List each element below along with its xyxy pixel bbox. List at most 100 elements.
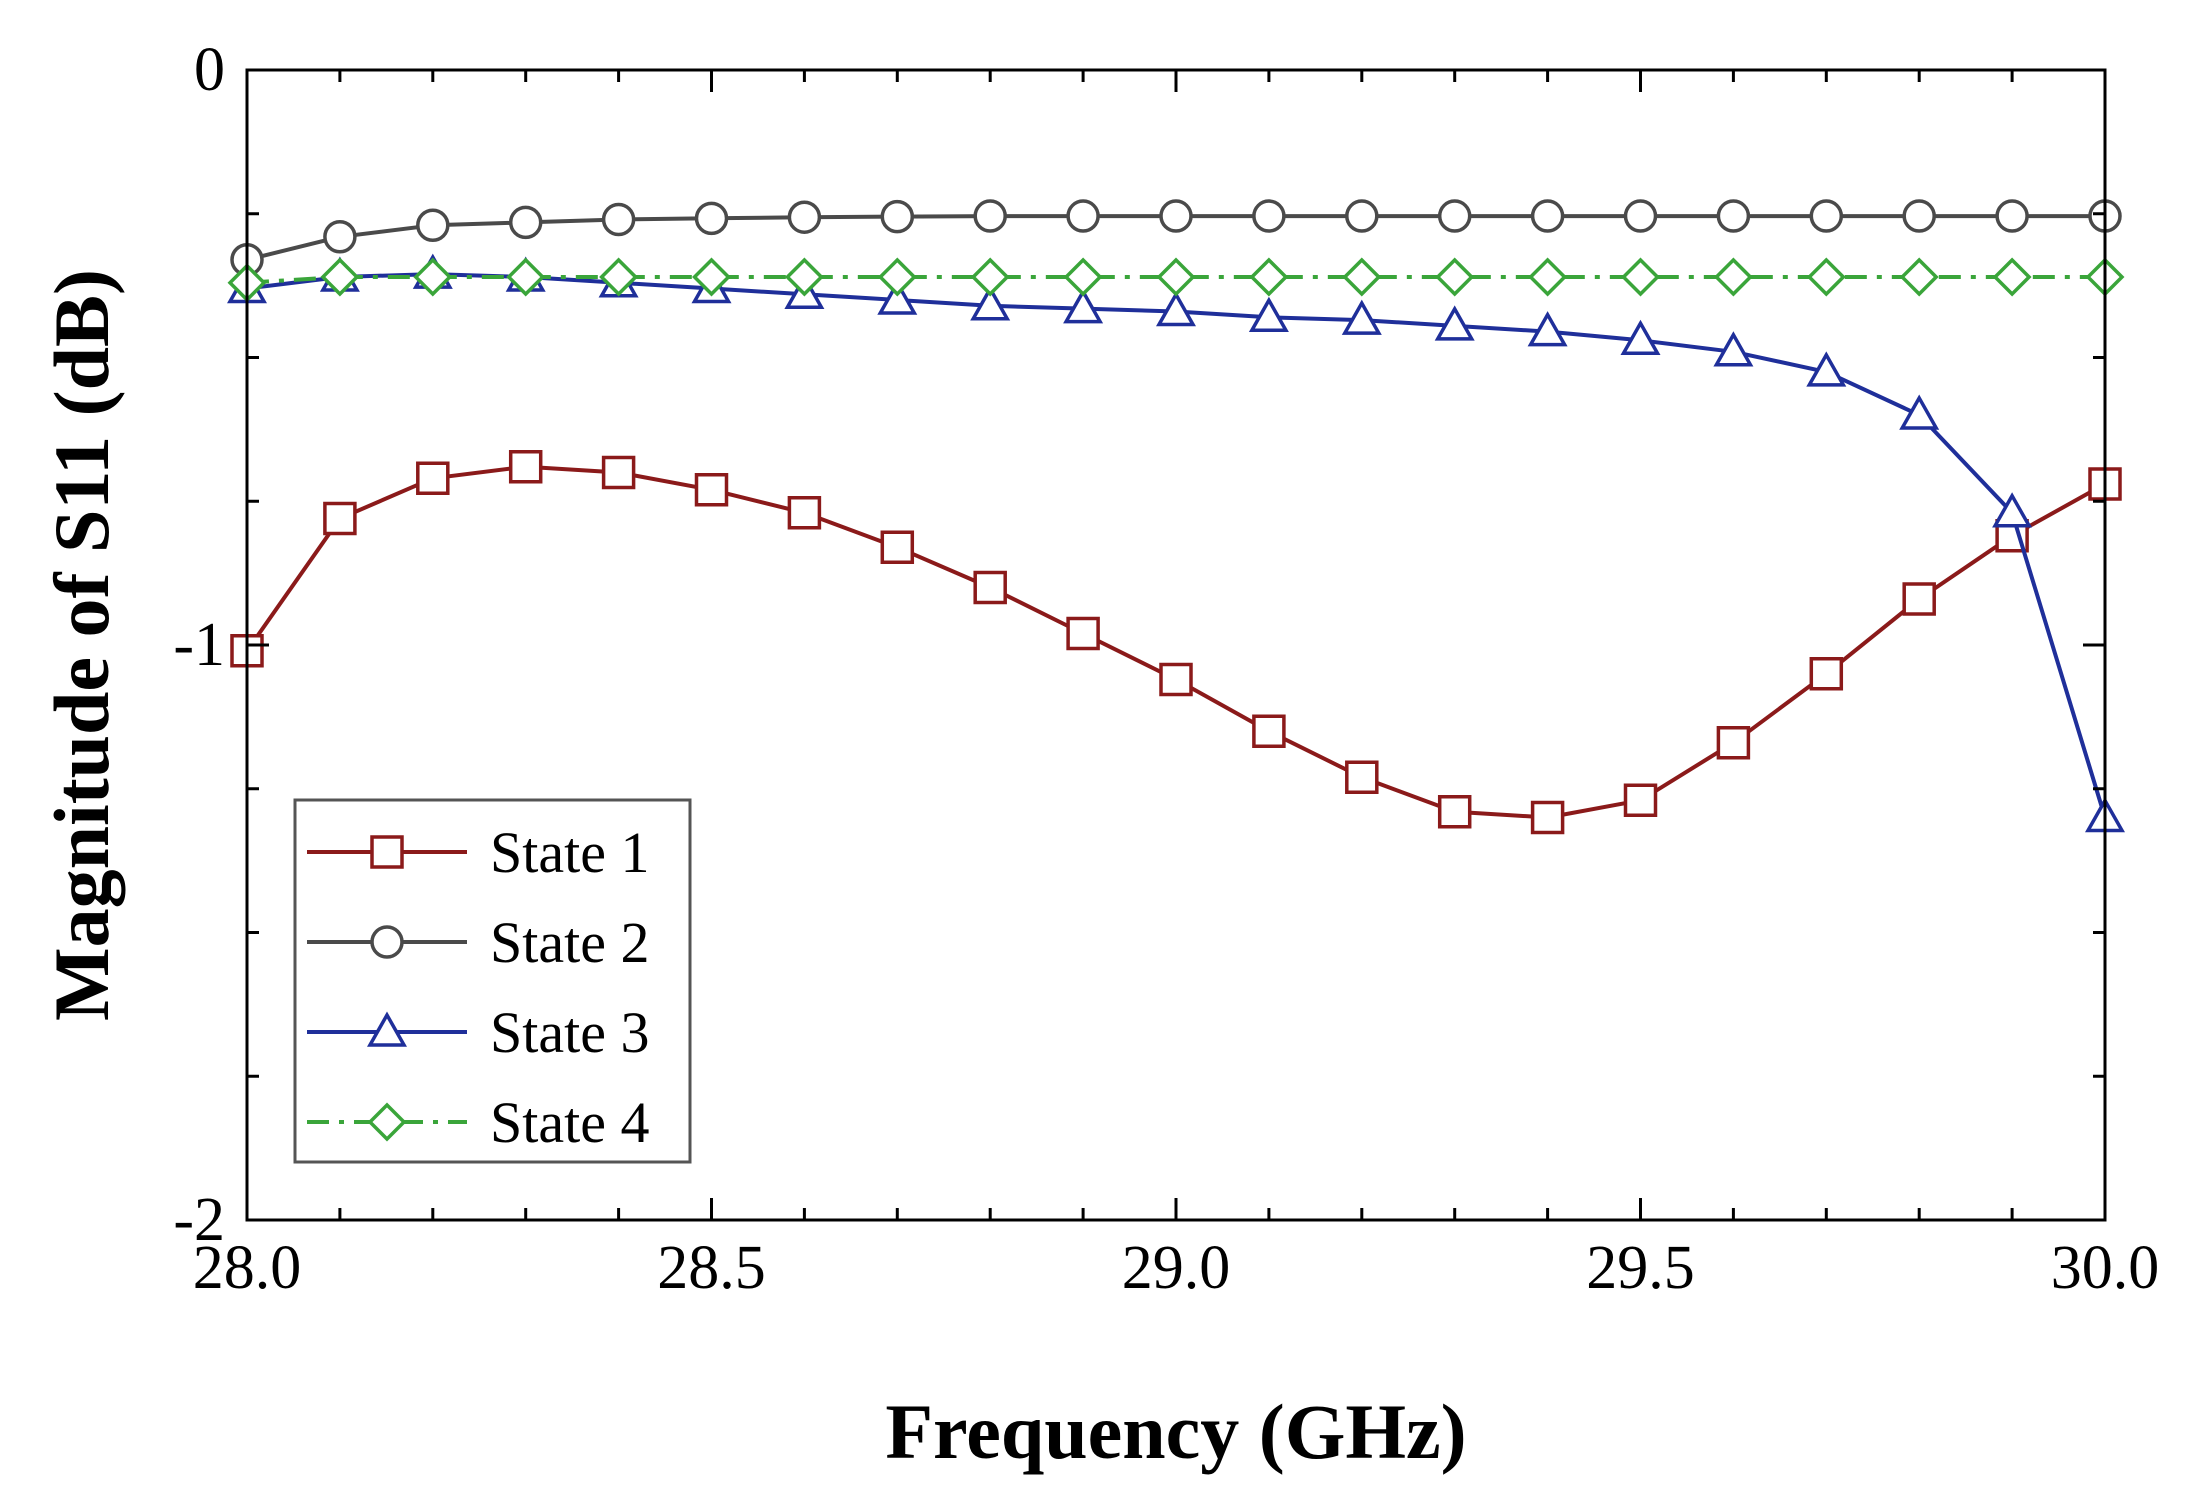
legend-item-state-4: State 4 [307, 1090, 649, 1155]
state-1-point [1159, 662, 1193, 697]
state-1-point [1437, 795, 1472, 829]
state-2-point [508, 205, 543, 240]
state-1-series [230, 450, 2122, 835]
state-1-point [1530, 800, 1565, 835]
state-2-point [601, 202, 636, 237]
state-4-point [1992, 257, 2032, 297]
x-tick-label: 28.0 [193, 1234, 302, 1302]
state-2-point [1902, 199, 1936, 233]
state-1-point [508, 450, 543, 484]
state-2-point [787, 200, 822, 234]
state-1-point [1066, 616, 1100, 651]
state-3-point [1806, 351, 1847, 387]
state-1-point [787, 496, 822, 530]
state-3-point [970, 285, 1011, 321]
state-3-point [1248, 296, 1289, 332]
state-2-point [1345, 199, 1379, 233]
x-axis-title: Frequency (GHz) [885, 1388, 1466, 1475]
state-4-point [1063, 257, 1103, 297]
state-2-point [1995, 199, 2029, 233]
state-3-point [1992, 492, 2033, 528]
state-4-point [1528, 257, 1568, 297]
state-4-point [877, 257, 917, 297]
state-2-point [1716, 199, 1751, 233]
state-2-point [880, 199, 915, 234]
state-4-point [784, 257, 824, 297]
state-2-point [1809, 199, 1844, 233]
state-4-series [227, 257, 2125, 303]
state-2-point [973, 199, 1007, 233]
state-1-line [245, 464, 2106, 820]
state-4-point [1806, 257, 1846, 297]
state-1-point [1716, 726, 1751, 760]
legend-label-state-4: State 4 [490, 1090, 649, 1155]
state-4-point [599, 257, 639, 297]
y-axis-ticks: 0 -1 -2 [173, 36, 2105, 1254]
state-3-point [877, 279, 918, 315]
x-tick-label: 29.5 [1586, 1234, 1695, 1302]
state-4-point [1435, 257, 1475, 297]
state-4-point [413, 257, 453, 297]
state-1-point [601, 455, 636, 490]
state-1-point [1252, 714, 1286, 748]
state-1-point [973, 570, 1007, 605]
legend-marker-state-1 [370, 835, 404, 869]
state-4-point [1342, 257, 1382, 297]
legend-box [293, 798, 692, 1164]
state-3-point [1063, 288, 1104, 324]
state-4-point [1621, 257, 1660, 297]
y-axis-title: Magnitude of S11 (dB) [38, 269, 125, 1021]
state-4-point [1713, 257, 1753, 297]
series-group [227, 199, 2125, 835]
state-3-point [1620, 319, 1661, 355]
x-tick-label: 30.0 [2051, 1234, 2160, 1302]
state-2-point [1066, 199, 1100, 233]
state-1-point [1623, 783, 1658, 817]
x-tick-label: 29.0 [1122, 1234, 1231, 1302]
state-2-series [230, 199, 2122, 277]
legend: State 1 State 2 State 3 State 4 [293, 798, 692, 1164]
state-3-point [1434, 305, 1475, 341]
state-1-point [1809, 657, 1844, 691]
state-3-point [1899, 394, 1940, 430]
state-4-point [1156, 257, 1196, 297]
legend-marker-state-2 [370, 925, 404, 959]
state-4-point [1249, 257, 1289, 297]
y-tick-label: -2 [173, 1186, 225, 1254]
legend-item-state-2: State 2 [307, 910, 649, 975]
legend-item-state-1: State 1 [307, 820, 649, 885]
state-3-point [1527, 311, 1568, 347]
legend-marker-state-4 [367, 1102, 407, 1142]
legend-label-state-2: State 2 [490, 910, 649, 975]
state-2-point [1159, 199, 1193, 233]
state-4-point [506, 257, 546, 297]
state-1-point [1345, 760, 1379, 794]
x-axis-ticks: 28.0 28.5 29.0 29.5 30.0 [193, 70, 2160, 1302]
y-tick-label: 0 [194, 36, 225, 104]
y-tick-label: -1 [173, 611, 225, 679]
legend-item-state-3: State 3 [307, 1000, 649, 1065]
legend-label-state-1: State 1 [490, 820, 649, 885]
state-1-point [880, 530, 915, 564]
state-3-series [227, 253, 2125, 833]
state-3-point [1341, 299, 1382, 335]
state-4-point [970, 257, 1010, 297]
state-2-point [1437, 199, 1472, 233]
state-4-point [692, 257, 731, 297]
legend-label-state-3: State 3 [490, 1000, 649, 1065]
state-3-point [1713, 331, 1754, 367]
state-2-point [323, 220, 357, 254]
state-2-point [1623, 199, 1658, 233]
state-1-point [323, 501, 357, 536]
state-2-point [694, 201, 729, 236]
state-4-point [320, 257, 360, 297]
state-2-point [1252, 199, 1286, 233]
state-1-point [694, 473, 729, 507]
state-4-point [1899, 257, 1939, 297]
legend-marker-state-3 [366, 1011, 408, 1047]
state-2-point [416, 208, 450, 242]
state-1-point [416, 461, 450, 495]
state-2-point [1530, 199, 1565, 233]
x-tick-label: 28.5 [657, 1234, 766, 1302]
